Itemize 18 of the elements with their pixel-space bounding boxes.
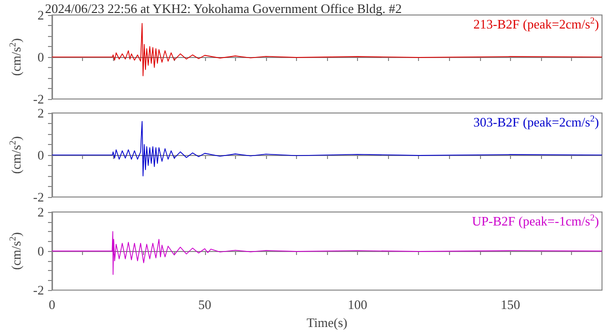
y-axis-title: (cm/s2) bbox=[8, 38, 24, 76]
y-tick-label: 0 bbox=[37, 50, 44, 64]
y-axis-title: (cm/s2) bbox=[8, 232, 24, 270]
chart-title: 2024/06/23 22:56 at YKH2: Yokohama Government Office Bldg. #2 bbox=[45, 1, 402, 16]
y-tick-label: 2 bbox=[37, 8, 44, 22]
x-tick-label: 0 bbox=[48, 297, 56, 312]
x-axis-title: Time(s) bbox=[306, 315, 348, 330]
x-tick-label: 50 bbox=[198, 297, 212, 312]
y-axis-title: (cm/s2) bbox=[8, 136, 24, 174]
y-tick-label: 0 bbox=[37, 148, 44, 162]
y-tick-label: 2 bbox=[37, 106, 44, 120]
y-tick-label: -2 bbox=[33, 282, 44, 298]
x-tick-label: 100 bbox=[348, 297, 368, 312]
y-tick-label: 0 bbox=[37, 244, 44, 259]
x-tick-label: 150 bbox=[500, 297, 520, 312]
y-tick-label: -2 bbox=[33, 190, 44, 204]
y-tick-label: -2 bbox=[33, 92, 44, 106]
y-tick-label: 2 bbox=[37, 204, 44, 220]
